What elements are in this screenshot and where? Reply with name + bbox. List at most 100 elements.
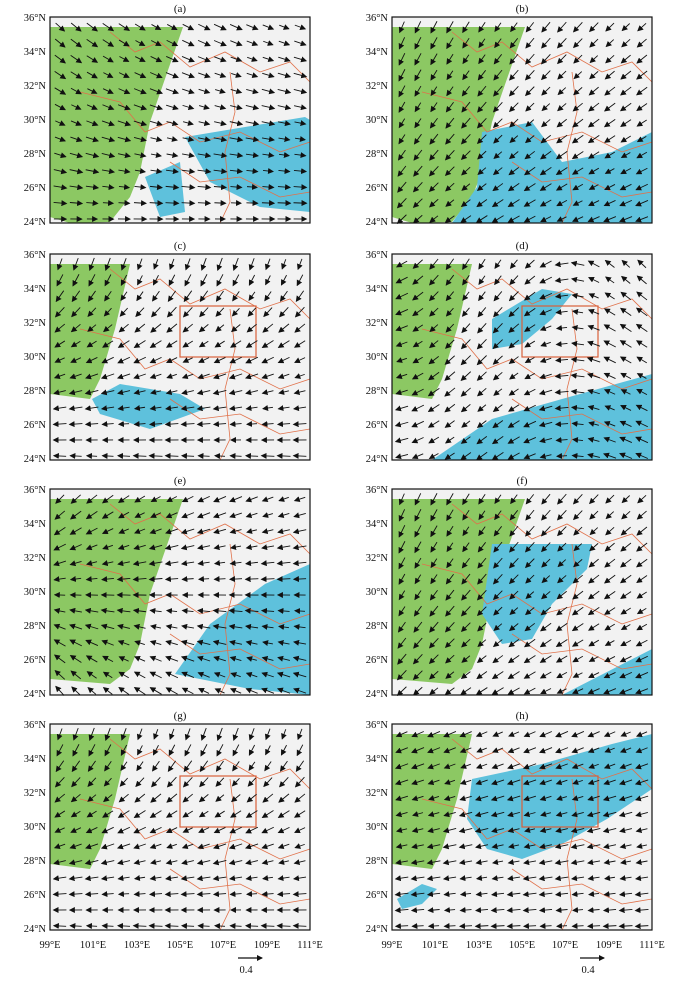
- wind-vector: [245, 152, 260, 159]
- panel-f: (f): [391, 475, 653, 696]
- wind-vector: [477, 70, 486, 81]
- wind-vector: [212, 389, 227, 396]
- wind-vector: [71, 307, 81, 318]
- wind-vector: [588, 421, 599, 427]
- reference-vector-label: 0.4: [581, 965, 595, 976]
- wind-vector: [619, 216, 633, 223]
- wind-vector: [461, 101, 471, 113]
- panel-c: (c): [49, 240, 311, 461]
- wind-vector: [395, 276, 408, 284]
- wind-vector: [427, 404, 440, 413]
- wind-vector: [199, 290, 209, 303]
- wind-vector: [446, 70, 454, 81]
- panel-frame-b: [391, 16, 653, 224]
- wind-vector: [587, 340, 601, 347]
- wind-vector: [508, 85, 519, 97]
- wind-vector: [292, 452, 307, 459]
- panel-e: (e): [49, 475, 311, 696]
- wind-vectors-d: [394, 258, 649, 461]
- wind-vector: [165, 88, 179, 95]
- wind-vector: [491, 452, 504, 461]
- wind-vector: [398, 134, 406, 145]
- panel-g: (g): [49, 710, 311, 931]
- wind-vector: [509, 69, 519, 81]
- wind-vector: [54, 71, 67, 80]
- wind-vector: [150, 72, 163, 79]
- wind-vector: [636, 151, 648, 159]
- wind-vector: [539, 357, 552, 364]
- wind-vector: [557, 70, 567, 80]
- wind-vector: [491, 436, 504, 445]
- wind-vector: [446, 21, 454, 34]
- wind-vector: [461, 307, 470, 317]
- wind-vector: [603, 324, 616, 332]
- wind-vector: [539, 373, 552, 380]
- wind-vector: [294, 306, 305, 318]
- wind-vector: [133, 88, 147, 95]
- wind-vector: [181, 389, 194, 396]
- wind-vector: [118, 168, 131, 175]
- wind-vector: [603, 389, 616, 395]
- wind-vector: [54, 136, 66, 142]
- wind-vector: [230, 88, 243, 95]
- wind-vector: [525, 37, 535, 49]
- wind-vector: [412, 340, 423, 348]
- wind-vector: [54, 152, 67, 159]
- wind-vector: [101, 136, 116, 143]
- wind-vector: [570, 388, 585, 395]
- wind-vector: [412, 356, 423, 364]
- wind-vector: [294, 24, 307, 30]
- wind-vector: [133, 104, 148, 111]
- wind-vector: [636, 119, 647, 127]
- wind-vector: [636, 38, 647, 48]
- wind-vector: [556, 216, 567, 222]
- wind-vector: [557, 54, 567, 65]
- wind-vector: [198, 72, 211, 79]
- wind-vector: [54, 103, 66, 111]
- wind-vector: [149, 373, 162, 380]
- wind-vector: [181, 56, 195, 63]
- wind-vector: [52, 405, 67, 412]
- wind-vector: [100, 389, 115, 396]
- panel-d: (d): [391, 240, 653, 461]
- wind-vector: [443, 923, 456, 930]
- wind-vector: [166, 373, 177, 379]
- wind-vector: [213, 357, 226, 364]
- wind-vector: [133, 340, 146, 348]
- wind-vector: [620, 54, 631, 64]
- wind-vector: [589, 22, 599, 33]
- study-box-d: [521, 305, 599, 358]
- wind-vector: [478, 54, 486, 65]
- lat-tick-label: 28°N: [366, 149, 389, 160]
- wind-vector: [572, 183, 584, 191]
- wind-vector: [523, 437, 537, 444]
- wind-vector: [165, 389, 178, 396]
- wind-vector: [605, 22, 615, 32]
- wind-vector: [476, 134, 487, 145]
- wind-vector: [524, 150, 536, 160]
- wind-vector: [230, 340, 242, 348]
- lon-tick-label: 103°E: [124, 940, 150, 951]
- wind-vector: [214, 340, 225, 348]
- lat-tick-label: 34°N: [24, 754, 47, 765]
- wind-vector: [137, 275, 143, 286]
- wind-vector: [428, 453, 439, 459]
- wind-vector: [134, 72, 147, 79]
- wind-vector: [620, 275, 631, 284]
- lat-tick-label: 28°N: [366, 856, 389, 867]
- wind-vector: [165, 200, 180, 207]
- wind-vector: [53, 389, 66, 396]
- lat-tick-label: 34°N: [366, 519, 389, 530]
- lat-tick-label: 28°N: [24, 149, 47, 160]
- wind-vector: [429, 198, 439, 208]
- wind-vector: [508, 102, 519, 113]
- wind-vector: [411, 404, 425, 412]
- wind-vector: [294, 323, 306, 333]
- wind-vector: [198, 23, 211, 31]
- wind-vector: [196, 389, 211, 396]
- wind-vector: [150, 152, 162, 158]
- wind-vector: [294, 357, 306, 363]
- wind-vector: [213, 23, 227, 31]
- wind-vector: [477, 322, 487, 334]
- wind-vector: [460, 215, 472, 223]
